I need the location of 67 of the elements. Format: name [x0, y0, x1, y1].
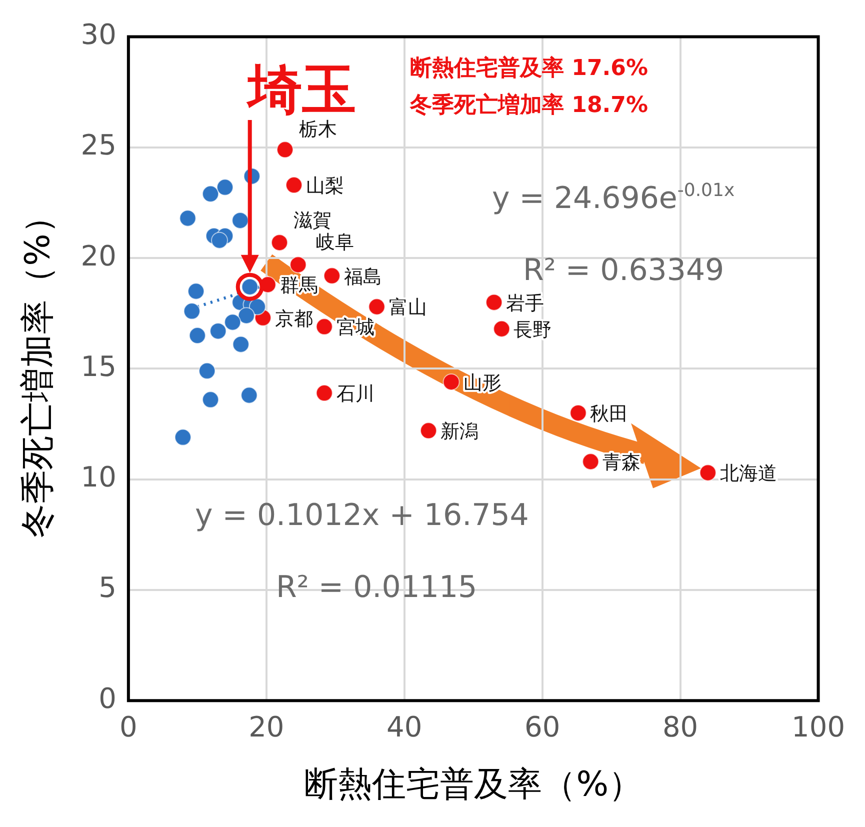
x-tick-label: 0: [120, 710, 138, 744]
point: [582, 453, 600, 470]
annotation: 北海道: [720, 462, 777, 485]
annotation: R² = 0.63349: [523, 253, 724, 288]
annotation: 岐阜: [316, 232, 354, 254]
annotation: 冬季死亡増加率 18.7%: [409, 92, 648, 118]
point: [316, 384, 333, 402]
y-tick-label: 20: [80, 239, 116, 272]
y-tick-label: 25: [80, 128, 116, 162]
y-tick-label: 30: [80, 18, 116, 52]
annotation: 埼玉: [246, 58, 356, 121]
annotation: 新潟: [440, 420, 479, 443]
y-tick-label: 5: [98, 571, 116, 604]
y-axis-title: 冬季死亡増加率（%）: [18, 200, 58, 538]
point: [174, 428, 192, 446]
point: [216, 178, 234, 196]
point: [290, 256, 307, 274]
annotation: 断熱住宅普及率 17.6%: [410, 55, 648, 81]
point: [238, 307, 255, 324]
point: [232, 212, 249, 229]
y-tick-label: 15: [80, 350, 116, 383]
point: [442, 373, 460, 390]
annotation: R² = 0.01115: [276, 570, 478, 605]
point: [316, 318, 333, 336]
annotation: 秋田: [590, 402, 628, 425]
point: [232, 336, 250, 353]
x-tick-label: 100: [792, 710, 846, 744]
point: [183, 302, 200, 320]
point: [188, 282, 205, 300]
point: [271, 234, 288, 252]
x-tick-label: 40: [386, 710, 422, 744]
annotation: 山梨: [306, 175, 344, 198]
point: [486, 294, 503, 311]
x-axis-title: 断熱住宅普及率（%）: [304, 764, 643, 804]
x-tick-label: 60: [524, 710, 560, 744]
point: [210, 322, 227, 340]
annotation: 滋賀: [294, 210, 332, 232]
annotation: 富山: [388, 296, 427, 319]
point: [323, 267, 340, 284]
annotation: 栃木: [299, 118, 338, 141]
annotation: 京都: [274, 308, 313, 330]
point: [420, 422, 438, 440]
point: [188, 327, 206, 344]
annotation: 石川: [336, 383, 374, 406]
point: [198, 362, 216, 380]
point: [202, 185, 220, 202]
annotation: 群馬: [280, 274, 318, 297]
annotation: 福島: [344, 266, 382, 288]
point: [493, 320, 510, 338]
point: [179, 210, 196, 227]
y-tick-label: 10: [80, 460, 116, 494]
point: [248, 298, 266, 316]
point: [224, 314, 242, 331]
point: [210, 232, 228, 249]
annotation: 長野: [514, 318, 552, 341]
x-tick-label: 20: [248, 710, 284, 744]
point: [570, 404, 587, 422]
point: [285, 176, 302, 194]
point: [699, 464, 716, 482]
x-tick-label: 80: [662, 710, 698, 744]
point: [368, 298, 386, 316]
point: [276, 141, 294, 158]
point: [202, 391, 220, 408]
point: [240, 386, 258, 404]
annotation: 岩手: [506, 292, 544, 314]
y-tick-label: 0: [98, 682, 116, 715]
annotation: y = 0.1012x + 16.754: [195, 498, 529, 533]
